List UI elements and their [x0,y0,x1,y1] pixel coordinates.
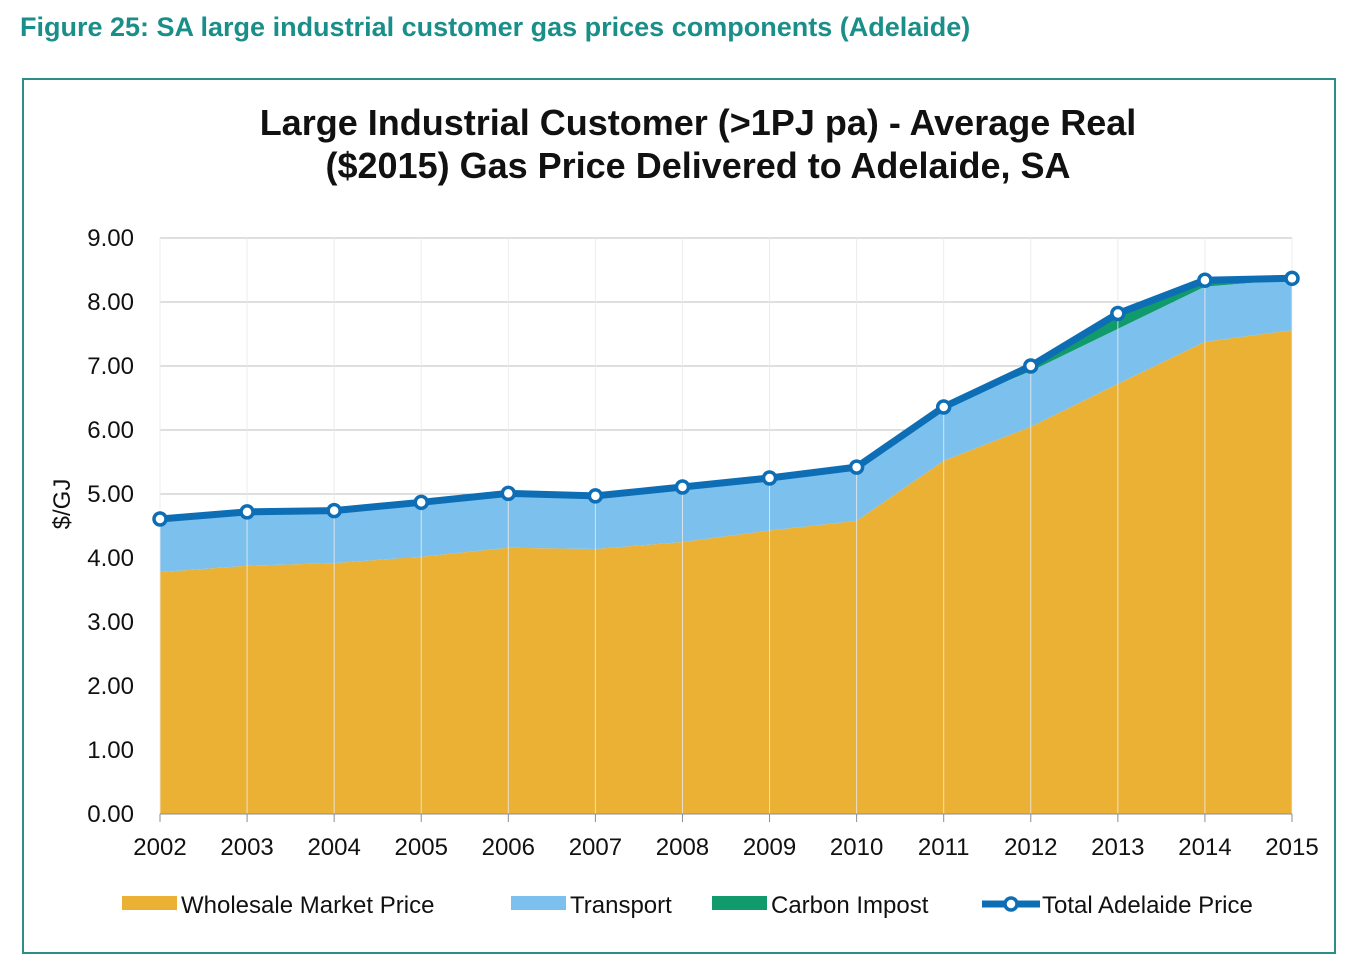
total-price-marker [1284,270,1300,287]
legend-marker-total-adelaide-price [1003,896,1019,912]
legend-swatch-carbon-impost [712,896,767,910]
y-tick-label: 5.00 [87,481,134,508]
chart-frame: Large Industrial Customer (>1PJ pa) - Av… [22,78,1336,954]
x-axis-ticks: 2002 2003 2004 2005 2006 2007 2008 2009 2010 2011… [133,813,1319,861]
x-tick-label: 2003 [220,834,273,861]
legend: Wholesale Market Price Transport Carbon Im… [122,892,1253,919]
y-axis-title: $/GJ [49,479,76,530]
category-gridlines [159,238,1293,814]
y-tick-label: 0.00 [87,801,134,828]
total-price-marker [1197,272,1213,288]
x-tick-label: 2010 [830,834,883,861]
legend-label-total-adelaide-price: Total Adelaide Price [1042,892,1253,919]
x-tick-label: 2012 [1004,834,1057,861]
total-price-marker [1023,358,1039,374]
chart: Large Industrial Customer (>1PJ pa) - Av… [49,102,1319,919]
x-tick-label: 2014 [1178,834,1231,861]
x-tick-label: 2015 [1265,834,1318,861]
x-tick-label: 2009 [743,834,796,861]
x-tick-label: 2008 [656,834,709,861]
total-price-marker [326,502,342,519]
total-price-marker [500,485,517,502]
y-tick-label: 2.00 [87,673,134,700]
y-tick-label: 7.00 [87,353,134,380]
legend-label-wholesale-market-price: Wholesale Market Price [181,892,434,919]
total-price-marker [1110,305,1126,322]
legend-swatch-transport [511,896,566,910]
y-tick-label: 9.00 [87,225,134,252]
chart-title-line-2: ($2015) Gas Price Delivered to Adelaide,… [326,145,1071,186]
x-tick-label: 2007 [569,834,622,861]
total-price-line [156,274,1296,523]
total-price-marker [413,494,429,511]
x-tick-label: 2002 [133,834,186,861]
total-line [152,270,1300,527]
x-tick-label: 2005 [395,834,448,861]
x-tick-label: 2013 [1091,834,1144,861]
legend-label-carbon-impost: Carbon Impost [771,892,929,919]
legend-label-transport: Transport [570,892,672,919]
total-price-marker [239,504,255,520]
y-axis-ticks: 0.00 1.00 2.00 3.00 4.00 5.00 6.00 7.00 8.00 9.00 [87,225,134,828]
total-price-marker [935,399,952,415]
y-tick-label: 1.00 [87,737,134,764]
y-tick-label: 4.00 [87,545,134,572]
x-tick-label: 2004 [307,834,360,861]
stacked-areas [160,279,1292,814]
area-transport [160,279,1292,573]
total-price-marker [152,511,168,527]
total-price-marker [761,470,778,486]
chart-title: Large Industrial Customer (>1PJ pa) - Av… [260,102,1137,186]
total-price-marker [674,479,691,495]
area-wholesale-market-price [160,330,1292,814]
chart-title-line-1: Large Industrial Customer (>1PJ pa) - Av… [260,102,1137,143]
legend-swatch-wholesale-market-price [122,896,177,910]
x-tick-label: 2011 [918,834,970,861]
y-tick-label: 3.00 [87,609,134,636]
x-tick-label: 2006 [482,834,535,861]
total-price-marker [587,488,604,504]
total-price-marker [848,459,865,475]
y-tick-label: 6.00 [87,417,134,444]
figure-caption: Figure 25: SA large industrial customer … [20,12,971,42]
y-tick-label: 8.00 [87,289,134,316]
